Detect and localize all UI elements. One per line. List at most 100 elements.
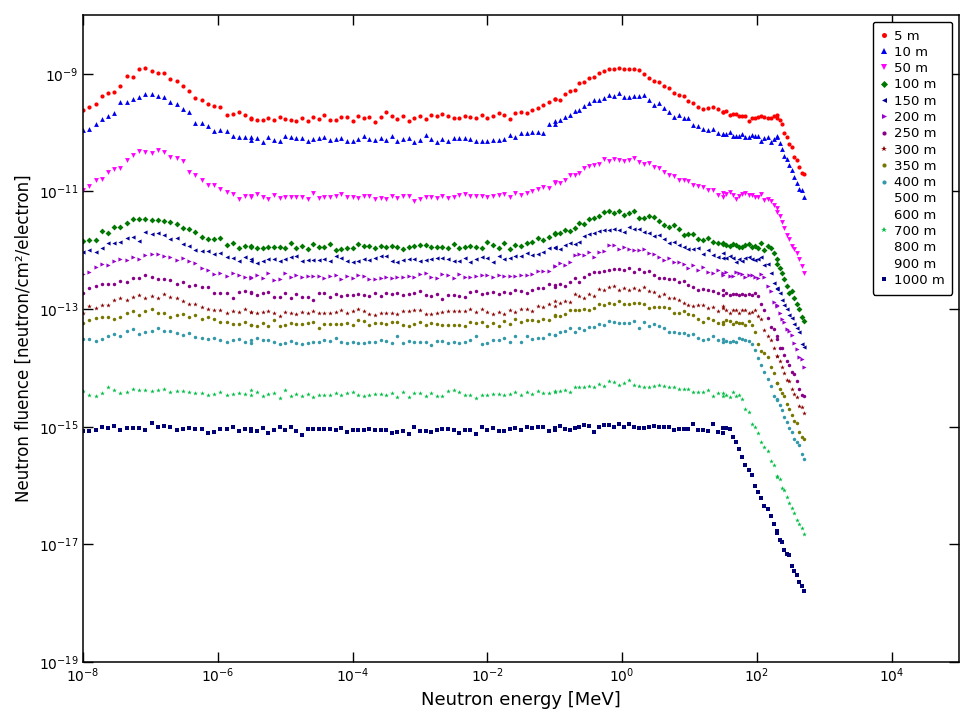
400 m xyxy=(583,323,595,332)
10 m xyxy=(245,133,257,142)
Line: 300 m: 300 m xyxy=(81,283,806,415)
900 m xyxy=(583,408,595,416)
1000 m xyxy=(251,426,263,435)
700 m xyxy=(139,386,151,395)
400 m xyxy=(77,334,89,343)
1000 m xyxy=(798,586,809,595)
100 m xyxy=(583,214,595,223)
1000 m xyxy=(504,424,515,433)
Line: 10 m: 10 m xyxy=(81,90,806,199)
350 m xyxy=(481,321,493,330)
Line: 1000 m: 1000 m xyxy=(81,421,805,593)
50 m xyxy=(588,161,600,170)
Y-axis label: Neutron fluence [neutron/cm²/electron]: Neutron fluence [neutron/cm²/electron] xyxy=(15,174,33,502)
Line: 150 m: 150 m xyxy=(81,224,806,349)
10 m xyxy=(499,135,510,143)
100 m xyxy=(798,316,809,325)
500 m xyxy=(798,489,809,498)
150 m xyxy=(245,256,257,265)
800 m xyxy=(657,400,669,408)
250 m xyxy=(77,289,89,298)
600 m xyxy=(798,506,809,515)
50 m xyxy=(251,190,263,199)
50 m xyxy=(504,193,515,201)
1000 m xyxy=(657,423,669,432)
200 m xyxy=(603,240,615,249)
Line: 600 m: 600 m xyxy=(81,359,806,513)
150 m xyxy=(481,253,493,262)
900 m xyxy=(245,416,257,424)
200 m xyxy=(499,272,510,280)
800 m xyxy=(499,406,510,415)
50 m xyxy=(487,191,499,200)
900 m xyxy=(798,571,809,580)
800 m xyxy=(139,405,151,414)
400 m xyxy=(245,336,257,345)
250 m xyxy=(798,392,809,400)
100 m xyxy=(77,237,89,245)
Line: 200 m: 200 m xyxy=(81,243,806,369)
X-axis label: Neutron energy [MeV]: Neutron energy [MeV] xyxy=(421,691,620,709)
500 m xyxy=(77,362,89,371)
350 m xyxy=(499,316,510,325)
900 m xyxy=(499,418,510,427)
900 m xyxy=(139,416,151,425)
150 m xyxy=(77,248,89,257)
5 m xyxy=(146,67,158,75)
5 m xyxy=(504,114,515,123)
50 m xyxy=(152,146,164,154)
350 m xyxy=(245,320,257,329)
200 m xyxy=(583,248,595,257)
5 m xyxy=(77,106,89,114)
600 m xyxy=(139,370,151,379)
600 m xyxy=(245,374,257,382)
250 m xyxy=(499,287,510,296)
500 m xyxy=(481,359,493,368)
300 m xyxy=(139,294,151,303)
500 m xyxy=(796,491,807,500)
200 m xyxy=(77,269,89,278)
250 m xyxy=(139,271,151,279)
100 m xyxy=(499,238,510,247)
350 m xyxy=(583,306,595,314)
500 m xyxy=(245,363,257,372)
500 m xyxy=(139,352,151,361)
500 m xyxy=(614,344,625,353)
400 m xyxy=(481,339,493,348)
200 m xyxy=(798,363,809,371)
Line: 800 m: 800 m xyxy=(80,395,807,561)
5 m xyxy=(251,116,263,125)
10 m xyxy=(77,126,89,135)
50 m xyxy=(77,185,89,194)
Line: 5 m: 5 m xyxy=(81,66,806,176)
Line: 700 m: 700 m xyxy=(81,377,806,536)
Legend: 5 m, 10 m, 50 m, 100 m, 150 m, 200 m, 250 m, 300 m, 350 m, 400 m, 500 m, 600 m, : 5 m, 10 m, 50 m, 100 m, 150 m, 200 m, 25… xyxy=(873,22,953,295)
50 m xyxy=(798,269,809,277)
5 m xyxy=(139,64,151,72)
100 m xyxy=(628,206,640,215)
100 m xyxy=(657,220,669,229)
Line: 350 m: 350 m xyxy=(81,300,805,441)
250 m xyxy=(481,289,493,298)
500 m xyxy=(657,348,669,356)
800 m xyxy=(583,398,595,407)
350 m xyxy=(77,319,89,328)
350 m xyxy=(139,306,151,315)
900 m xyxy=(481,414,493,423)
600 m xyxy=(628,358,640,366)
150 m xyxy=(798,342,809,351)
400 m xyxy=(139,327,151,336)
250 m xyxy=(623,264,635,272)
150 m xyxy=(657,235,669,243)
600 m xyxy=(499,374,510,382)
100 m xyxy=(139,215,151,224)
400 m xyxy=(603,316,615,325)
200 m xyxy=(481,271,493,279)
300 m xyxy=(499,309,510,318)
10 m xyxy=(614,89,625,98)
700 m xyxy=(481,390,493,399)
1000 m xyxy=(487,424,499,433)
10 m xyxy=(657,104,669,112)
700 m xyxy=(798,529,809,538)
300 m xyxy=(77,308,89,317)
